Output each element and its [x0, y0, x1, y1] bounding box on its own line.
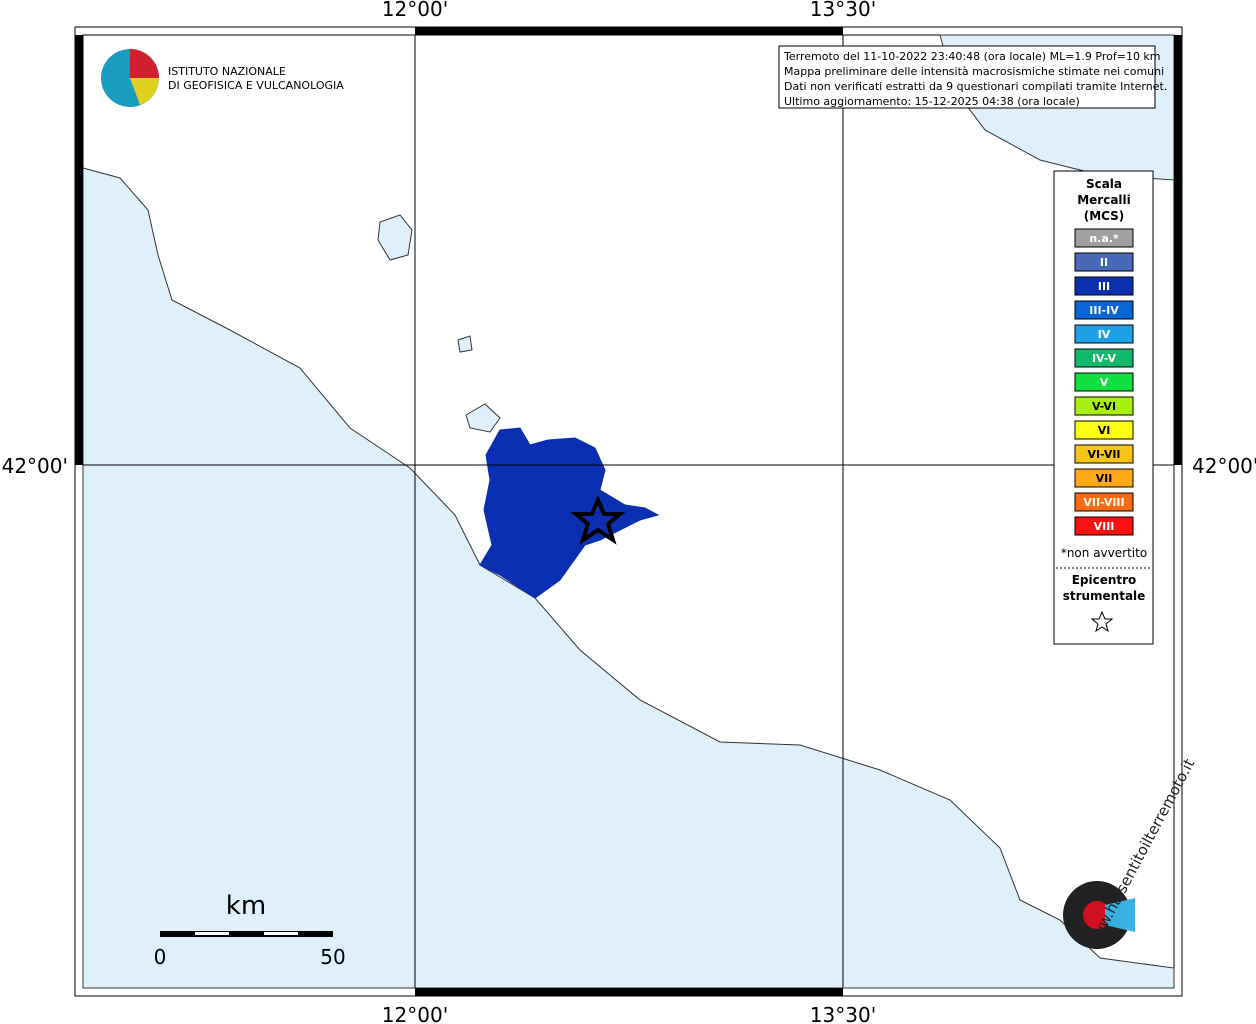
legend-swatch	[1074, 516, 1134, 536]
legend-label: V	[1100, 376, 1109, 389]
scale-bar	[264, 932, 298, 935]
legend-label: VII	[1096, 472, 1113, 485]
legend-swatch	[1074, 468, 1134, 488]
site-logo	[1105, 898, 1135, 932]
lon-label: 13°30'	[810, 1003, 876, 1024]
legend-swatch	[1074, 276, 1134, 296]
legend-swatch	[1074, 228, 1134, 248]
frame-bar	[415, 988, 843, 996]
legend-swatch	[1074, 420, 1134, 440]
intensity-area	[479, 427, 660, 599]
legend-epicenter: Epicentro	[1072, 573, 1137, 587]
lake	[457, 335, 473, 353]
legend-label: III	[1098, 280, 1110, 293]
info-box	[778, 45, 1156, 109]
scale-unit: km	[226, 891, 266, 921]
logo-text: DI GEOFISICA E VULCANOLOGIA	[168, 79, 344, 92]
legend-label: VI	[1098, 424, 1111, 437]
lake	[465, 403, 501, 433]
scale-bar	[160, 931, 333, 937]
logo-text: ISTITUTO NAZIONALE	[168, 65, 286, 78]
legend-swatch	[1074, 348, 1134, 368]
legend-label: VI-VII	[1087, 448, 1120, 461]
frame-bar	[75, 35, 83, 465]
legend-swatch	[1074, 396, 1134, 416]
scale-label: 0	[154, 945, 167, 969]
info-line: Terremoto del 11-10-2022 23:40:48 (ora l…	[783, 50, 1161, 63]
legend-swatch	[1074, 324, 1134, 344]
lake	[377, 214, 413, 261]
lon-label: 12°00'	[382, 1003, 448, 1024]
frame-bar	[1174, 35, 1182, 465]
scale-bar	[195, 932, 229, 935]
legend-label: VII-VIII	[1083, 496, 1124, 509]
logo-globe	[130, 49, 159, 78]
info-line: Mappa preliminare delle intensità macros…	[784, 65, 1164, 78]
legend-swatch	[1074, 252, 1134, 272]
info-line: Ultimo aggiornamento: 15-12-2025 04:38 (…	[784, 95, 1080, 108]
legend-title: Scala	[1086, 177, 1122, 191]
legend-label: VIII	[1094, 520, 1115, 533]
lon-label: 12°00'	[382, 0, 448, 21]
lat-label: 42°00'	[1192, 454, 1256, 478]
legend-star	[1090, 610, 1114, 633]
legend-label: II	[1100, 256, 1108, 269]
info-line: Dati non verificati estratti da 9 questi…	[784, 80, 1167, 93]
site-logo	[1083, 901, 1111, 929]
legend-swatch	[1074, 300, 1134, 320]
frame-bar	[415, 27, 843, 35]
epicenter-star	[570, 494, 626, 545]
legend-note: *non avvertito	[1061, 546, 1147, 560]
scale-label: 50	[320, 945, 345, 969]
legend-swatch	[1074, 492, 1134, 512]
sea	[82, 167, 1175, 989]
legend-swatch	[1074, 372, 1134, 392]
legend-title: (MCS)	[1084, 209, 1125, 223]
lon-label: 13°30'	[810, 0, 876, 21]
legend-label: IV-V	[1092, 352, 1117, 365]
legend-title: Mercalli	[1077, 193, 1131, 207]
legend-epicenter: strumentale	[1063, 589, 1146, 603]
legend-label: III-IV	[1089, 304, 1119, 317]
lat-label: 42°00'	[2, 454, 68, 478]
logo-globe	[130, 78, 159, 105]
legend-label: IV	[1098, 328, 1111, 341]
legend-swatch	[1074, 444, 1134, 464]
legend-label: V-VI	[1092, 400, 1116, 413]
legend-label: n.a.*	[1089, 232, 1119, 245]
